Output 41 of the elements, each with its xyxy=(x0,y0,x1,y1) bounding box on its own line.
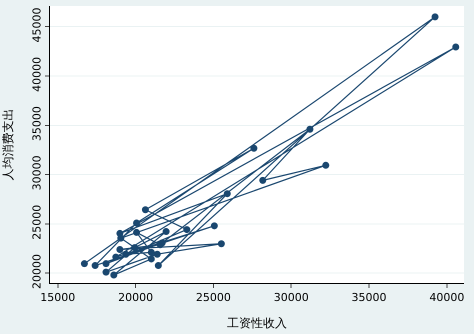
point xyxy=(162,228,170,236)
point xyxy=(116,246,124,253)
point xyxy=(210,222,218,230)
point xyxy=(102,260,110,268)
point xyxy=(148,255,155,262)
y-tick-label: 30000 xyxy=(30,155,44,190)
point xyxy=(154,262,162,270)
y-tick-label: 35000 xyxy=(30,106,44,142)
point xyxy=(110,272,118,279)
point xyxy=(259,176,266,184)
point xyxy=(133,228,140,236)
point xyxy=(224,190,231,198)
point xyxy=(122,250,130,258)
x-tick-label: 25000 xyxy=(196,291,231,304)
point xyxy=(80,260,88,268)
point xyxy=(322,162,330,169)
point xyxy=(133,219,140,226)
x-tick-label: 20000 xyxy=(118,291,154,304)
point xyxy=(183,226,190,234)
point xyxy=(218,240,225,248)
point xyxy=(250,144,258,152)
point xyxy=(306,126,314,133)
y-tick-label: 40000 xyxy=(30,56,44,92)
x-tick-label: 40000 xyxy=(429,291,464,304)
point xyxy=(112,254,120,261)
y-tick-label: 25000 xyxy=(30,204,44,240)
y-axis-title: 人均消费支出 xyxy=(0,108,15,180)
point xyxy=(102,268,110,276)
y-tick-label: 45000 xyxy=(30,8,44,43)
x-tick-label: 35000 xyxy=(352,291,387,304)
point xyxy=(131,244,138,252)
point xyxy=(452,44,460,51)
point xyxy=(142,206,149,214)
point xyxy=(117,234,124,242)
point xyxy=(148,248,155,256)
x-tick-label: 15000 xyxy=(40,291,76,304)
x-axis-title: 工资性收入 xyxy=(227,316,287,330)
point xyxy=(92,262,99,270)
point xyxy=(154,250,161,258)
point xyxy=(432,13,439,20)
x-tick-label: 30000 xyxy=(274,291,309,304)
